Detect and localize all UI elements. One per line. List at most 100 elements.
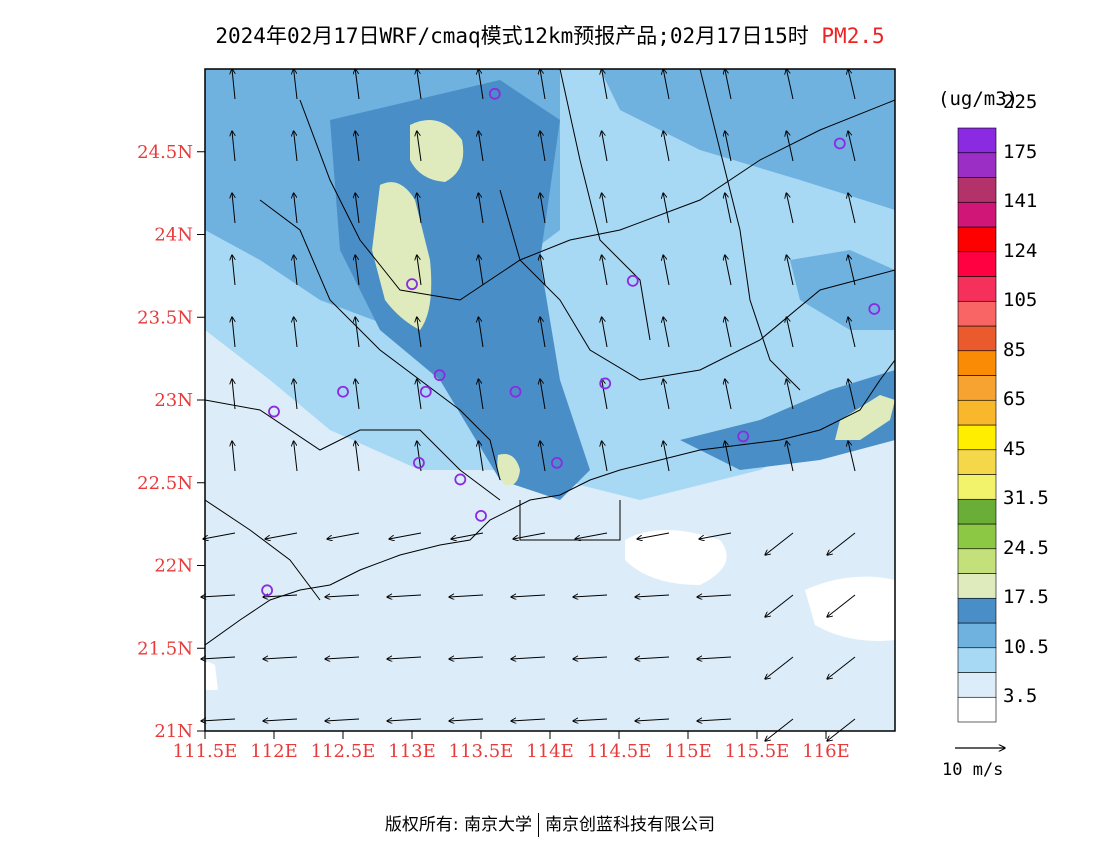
lat-axis: 24.5N 24N 23.5N 23N 22.5N 22N 21.5N 21N <box>137 142 205 742</box>
station-marker <box>433 369 446 382</box>
wind-arrow <box>263 657 298 659</box>
field-pocket-5 <box>625 530 727 585</box>
lon-tick-label: 114.5E <box>587 741 652 762</box>
wind-arrow <box>827 718 856 741</box>
wind-arrow <box>478 69 484 100</box>
wind-arrow <box>232 193 235 224</box>
legend-label: 175 <box>1003 140 1038 163</box>
wind-arrow <box>478 193 484 224</box>
legend-label: 141 <box>1003 190 1038 213</box>
station-marker <box>419 385 432 398</box>
wind-arrow <box>417 379 422 410</box>
wind-arrow <box>663 317 670 348</box>
lat-tick-label: 24.5N <box>137 142 193 163</box>
wind-arrow <box>478 379 484 410</box>
legend-label: 17.5 <box>1003 586 1049 609</box>
wind-arrow <box>263 595 298 597</box>
lat-tick-label: 21N <box>154 721 193 742</box>
legend-swatch <box>957 498 997 525</box>
legend-swatch <box>957 226 997 253</box>
wind-arrow <box>663 441 670 472</box>
wind-reference-label: 10 m/s <box>942 760 1004 780</box>
field-pocket-4 <box>835 395 895 440</box>
station-marker <box>406 278 418 291</box>
station-marker <box>737 430 750 443</box>
wind-arrow <box>602 193 608 224</box>
wind-arrow <box>387 595 422 597</box>
wind-arrow <box>635 595 670 597</box>
legend-swatch <box>957 152 997 178</box>
wind-arrow <box>355 441 360 472</box>
wind-arrow <box>540 255 546 286</box>
wind-arrow <box>478 131 484 162</box>
legend-swatch <box>957 127 997 154</box>
wind-arrow <box>355 379 360 410</box>
wind-arrow <box>602 441 608 472</box>
lon-tick-label: 114E <box>526 741 574 762</box>
field-pocket-7 <box>205 660 218 690</box>
legend-color-bar <box>957 127 997 723</box>
wind-arrow <box>294 317 298 348</box>
wind-arrow <box>417 255 422 286</box>
legend-swatch <box>957 251 997 277</box>
wind-arrow <box>848 193 856 224</box>
wind-arrow <box>511 657 546 659</box>
wind-arrow <box>417 317 422 348</box>
wind-arrow <box>263 719 298 721</box>
wind-arrow <box>449 657 484 659</box>
footer-left: 版权所有: 南京大学 <box>384 815 533 835</box>
legend-label: 10.5 <box>1003 635 1049 658</box>
wind-arrow <box>725 441 732 472</box>
field-band-high-east <box>680 370 895 470</box>
wind-arrow <box>635 657 670 659</box>
wind-arrow <box>265 532 298 539</box>
wind-arrow <box>540 441 546 472</box>
wind-arrow <box>765 718 794 741</box>
wind-arrow <box>232 379 235 410</box>
wind-arrow <box>663 69 670 100</box>
coastline <box>205 69 895 646</box>
legend-label: 24.5 <box>1003 536 1049 559</box>
legend-label: 3.5 <box>1003 685 1038 708</box>
wind-arrow <box>663 131 670 162</box>
wind-arrow <box>355 317 360 348</box>
legend-label: 105 <box>1003 289 1038 312</box>
wind-arrow <box>327 532 360 539</box>
wind-vectors <box>201 69 856 741</box>
legend-swatch <box>957 424 997 451</box>
wind-arrow <box>232 317 235 348</box>
lon-tick-label: 113E <box>388 741 436 762</box>
wind-arrow <box>765 656 794 679</box>
wind-arrow <box>417 441 422 472</box>
legend-swatch <box>957 399 997 426</box>
wind-arrow <box>294 441 298 472</box>
wind-arrow <box>355 69 360 100</box>
wind-arrow <box>387 657 422 659</box>
station-marker <box>868 303 881 315</box>
field-pocket-6 <box>805 576 895 641</box>
wind-arrow <box>232 441 235 472</box>
legend-swatch <box>957 523 997 550</box>
legend-swatch <box>957 375 997 401</box>
legend-swatch <box>957 672 997 698</box>
wind-arrow <box>511 719 546 721</box>
legend-swatch <box>957 325 997 352</box>
station-marker <box>626 274 639 287</box>
wind-arrow <box>765 532 794 555</box>
wind-arrow <box>232 131 235 162</box>
wind-arrow <box>786 255 794 286</box>
wind-arrow <box>602 317 608 348</box>
wind-arrow <box>786 131 794 162</box>
wind-arrow <box>201 595 236 597</box>
wind-arrow <box>848 317 856 348</box>
lon-tick-label: 112.5E <box>311 741 376 762</box>
station-marker <box>488 87 501 100</box>
wind-arrow <box>848 255 856 286</box>
station-marker <box>268 405 280 418</box>
station-marker <box>454 473 467 486</box>
wind-arrow <box>848 441 856 472</box>
wind-arrow <box>513 532 546 539</box>
lon-tick-label: 115E <box>664 741 712 762</box>
wind-arrow <box>325 657 360 659</box>
lon-tick-label: 113.5E <box>449 741 514 762</box>
